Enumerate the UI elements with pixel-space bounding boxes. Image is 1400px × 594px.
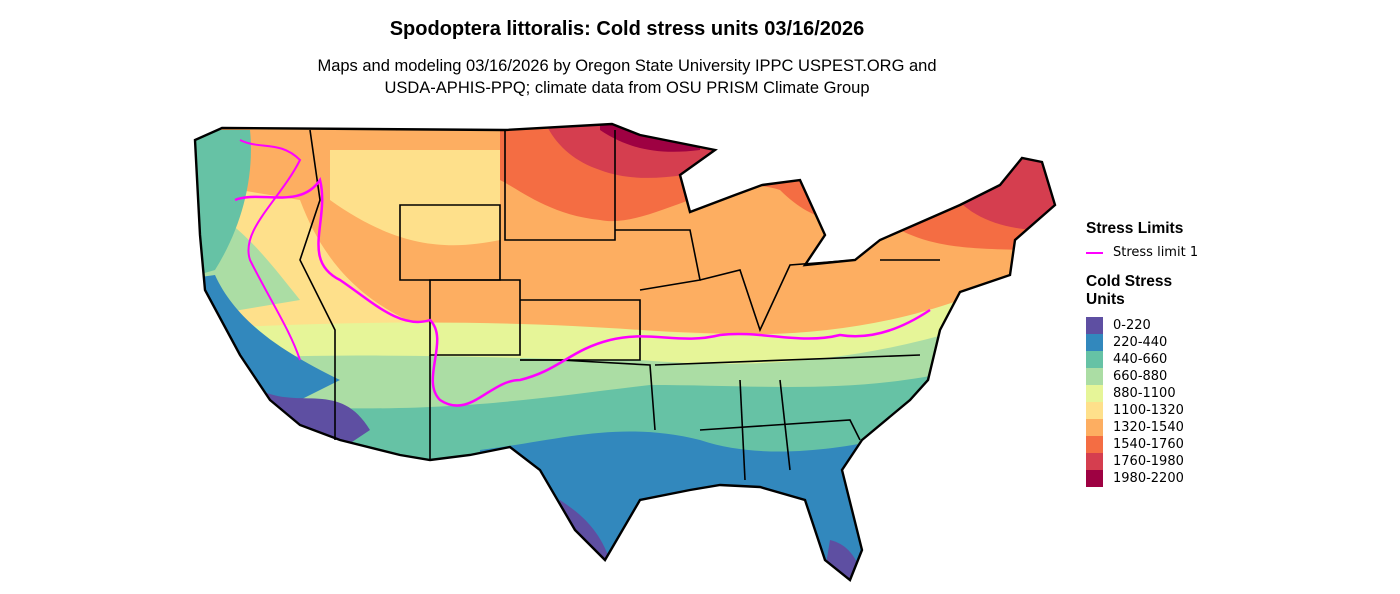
color-swatch: [1086, 351, 1103, 368]
stress-limit-1-contour: [234, 176, 931, 407]
units-title-line-2: Units: [1086, 291, 1125, 308]
legend-item-class: 220-440: [1086, 334, 1198, 351]
legend-label: 1760-1980: [1113, 454, 1184, 469]
legend-item-class: 1760-1980: [1086, 453, 1198, 470]
color-swatch: [1086, 419, 1103, 436]
color-swatch: [1086, 453, 1103, 470]
color-swatch: [1086, 334, 1103, 351]
line-key-icon: [1086, 251, 1103, 254]
color-swatch: [1086, 368, 1103, 385]
stress-limit-1-contour-west: [239, 139, 302, 361]
units-legend-title: Cold Stress Units: [1086, 273, 1198, 309]
legend-item-class: 880-1100: [1086, 385, 1198, 402]
legend: Stress Limits Stress limit 1 Cold Stress…: [1086, 220, 1198, 487]
legend-label: 1540-1760: [1113, 437, 1184, 452]
legend-item-class: 1540-1760: [1086, 436, 1198, 453]
legend-label: 0-220: [1113, 318, 1151, 333]
color-swatch: [1086, 436, 1103, 453]
legend-item-class: 1100-1320: [1086, 402, 1198, 419]
state-boundaries: [299, 129, 940, 481]
legend-item-class: 440-660: [1086, 351, 1198, 368]
legend-item-class: 1980-2200: [1086, 470, 1198, 487]
legend-label: 1100-1320: [1113, 403, 1184, 418]
legend-label: 880-1100: [1113, 386, 1176, 401]
legend-label: 660-880: [1113, 369, 1168, 384]
legend-classes: 0-220 220-440 440-660 660-880 880-1100 1100-1…: [1086, 317, 1198, 487]
color-swatch: [1086, 402, 1103, 419]
legend-label: 1320-1540: [1113, 420, 1184, 435]
legend-label: Stress limit 1: [1113, 245, 1199, 260]
color-swatch: [1086, 385, 1103, 402]
map-title: Spodoptera littoralis: Cold stress units…: [389, 18, 865, 40]
legend-item-class: 0-220: [1086, 317, 1198, 334]
units-title-line-1: Cold Stress: [1086, 273, 1173, 290]
subtitle-line-2: USDA-APHIS-PPQ; climate data from OSU PR…: [384, 79, 870, 97]
color-swatch: [1086, 317, 1103, 334]
legend-item-class: 1320-1540: [1086, 419, 1198, 436]
stress-limits-legend-title: Stress Limits: [1086, 220, 1184, 237]
color-swatch: [1086, 470, 1103, 487]
cold-stress-raster: [195, 124, 1055, 580]
map-subtitle: Maps and modeling 03/16/2026 by Oregon S…: [0, 55, 1254, 99]
legend-label: 440-660: [1113, 352, 1168, 367]
legend-label: 1980-2200: [1113, 471, 1184, 486]
legend-item-class: 660-880: [1086, 368, 1198, 385]
legend-label: 220-440: [1113, 335, 1168, 350]
legend-item-stress-limit-1: Stress limit 1: [1086, 244, 1198, 261]
subtitle-line-1: Maps and modeling 03/16/2026 by Oregon S…: [317, 57, 937, 75]
